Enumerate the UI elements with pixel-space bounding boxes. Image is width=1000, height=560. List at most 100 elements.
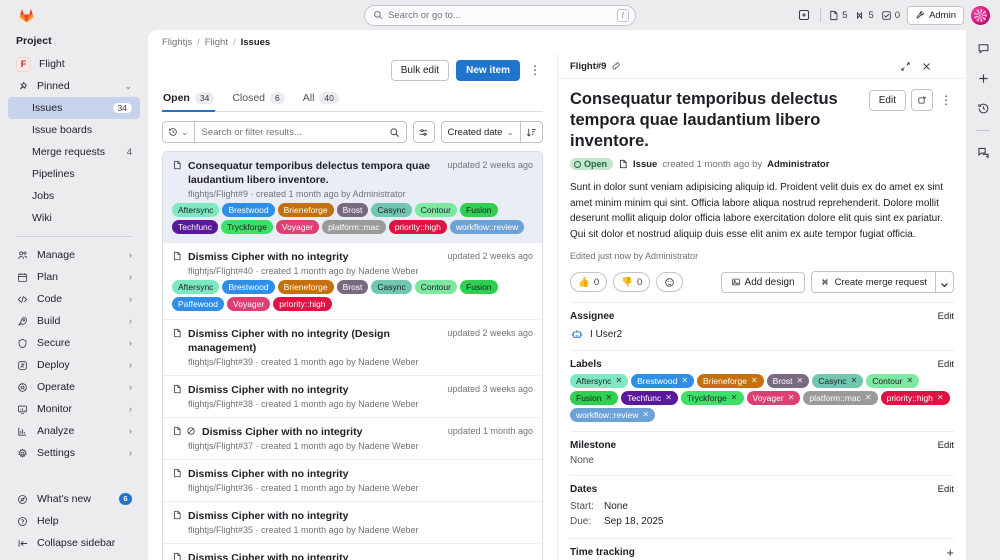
duo-chat-icon[interactable]	[975, 144, 992, 161]
tab-closed[interactable]: Closed 6	[231, 88, 285, 112]
sidebar-item-collapse[interactable]: Collapse sidebar	[8, 532, 140, 554]
sidebar-item-deploy[interactable]: Deploy ›	[8, 354, 140, 376]
link-icon[interactable]	[611, 61, 621, 71]
label-chip[interactable]: Voyager	[275, 220, 320, 234]
create-merge-request-button[interactable]: Create merge request	[812, 272, 935, 292]
remove-label-icon[interactable]: ✕	[615, 376, 623, 385]
label-chip[interactable]: Casync ✕	[812, 374, 864, 388]
label-chip[interactable]: Tryckforge	[221, 220, 273, 234]
kebab-menu-icon[interactable]: ⋮	[940, 93, 952, 107]
label-chip[interactable]: platform::mac ✕	[803, 391, 878, 405]
label-chip[interactable]: workflow::review	[449, 220, 525, 234]
label-chip[interactable]: Brestwood	[222, 280, 275, 294]
issue-list-item[interactable]: Dismiss Cipher with no integrity updated…	[163, 418, 542, 460]
label-chip[interactable]: Brost	[336, 203, 369, 217]
sidebar-item-issues[interactable]: Issues 34	[8, 97, 140, 119]
user-avatar[interactable]	[971, 5, 990, 25]
remove-label-icon[interactable]: ✕	[850, 376, 858, 385]
label-chip[interactable]: Brieneforge	[277, 280, 334, 294]
remove-label-icon[interactable]: ✕	[642, 410, 650, 419]
label-chip[interactable]: Techfunc	[172, 220, 219, 234]
create-new-icon[interactable]	[795, 6, 813, 24]
label-chip[interactable]: Casync	[371, 280, 412, 294]
label-chip[interactable]: Casync	[371, 203, 412, 217]
sidebar-item-manage[interactable]: Manage ›	[8, 244, 140, 266]
sort-direction-button[interactable]	[520, 122, 542, 142]
issue-title[interactable]: Dismiss Cipher with no integrity (Design…	[188, 328, 390, 354]
label-chip[interactable]: Fusion	[460, 280, 498, 294]
label-chip[interactable]: Contour	[414, 280, 457, 294]
thumbs-down-button[interactable]: 👎 0	[613, 272, 651, 292]
remove-label-icon[interactable]: ✕	[605, 393, 613, 402]
sidebar-item-merge-requests[interactable]: Merge requests 4	[8, 141, 140, 163]
breadcrumb-project[interactable]: Flight	[204, 36, 228, 48]
issue-list-item[interactable]: Dismiss Cipher with no integrity updated…	[163, 376, 542, 418]
issue-title[interactable]: Dismiss Cipher with no integrity	[188, 510, 349, 522]
sidebar-item-whats-new[interactable]: What's new 6	[8, 488, 140, 510]
sidebar-project-flight[interactable]: F Flight	[8, 53, 140, 75]
todos-count-item[interactable]: 0	[881, 10, 900, 21]
remove-label-icon[interactable]: ✕	[750, 376, 758, 385]
tab-open[interactable]: Open 34	[162, 88, 216, 112]
remove-label-icon[interactable]: ✕	[796, 376, 804, 385]
remove-label-icon[interactable]: ✕	[681, 376, 689, 385]
issue-list-item[interactable]: Dismiss Cipher with no integrity flightj…	[163, 544, 542, 560]
assignee-edit-button[interactable]: Edit	[937, 311, 954, 322]
sidebar-item-operate[interactable]: Operate ›	[8, 376, 140, 398]
issue-title[interactable]: Dismiss Cipher with no integrity	[188, 552, 349, 560]
sidebar-item-issue-boards[interactable]: Issue boards	[8, 119, 140, 141]
plus-icon[interactable]	[975, 70, 992, 87]
labels-edit-button[interactable]: Edit	[937, 359, 954, 370]
remove-label-icon[interactable]: ✕	[864, 393, 872, 402]
sidebar-item-help[interactable]: Help	[8, 510, 140, 532]
remove-label-icon[interactable]: ✕	[730, 393, 738, 402]
kebab-menu-icon[interactable]: ⋮	[529, 63, 541, 77]
issue-list-item[interactable]: Dismiss Cipher with no integrity updated…	[163, 243, 542, 320]
issue-list-item[interactable]: Dismiss Cipher with no integrity flightj…	[163, 502, 542, 544]
label-chip[interactable]: priority::high ✕	[880, 391, 950, 405]
dates-edit-button[interactable]: Edit	[937, 484, 954, 495]
add-reaction-button[interactable]	[656, 272, 684, 292]
issue-title[interactable]: Dismiss Cipher with no integrity	[188, 384, 349, 396]
add-design-button[interactable]: Add design	[720, 271, 805, 293]
edit-button[interactable]: Edit	[868, 89, 906, 111]
sidebar-item-monitor[interactable]: Monitor ›	[8, 398, 140, 420]
remove-label-icon[interactable]: ✕	[665, 393, 672, 402]
label-chip[interactable]: workflow::review ✕	[570, 408, 656, 422]
issues-count-item[interactable]: 5	[828, 10, 847, 21]
label-chip[interactable]: priority::high	[388, 220, 447, 234]
sidebar-item-code[interactable]: Code ›	[8, 288, 140, 310]
chevron-down-icon[interactable]: ⌄	[935, 272, 953, 292]
remove-label-icon[interactable]: ✕	[906, 376, 914, 385]
issue-title[interactable]: Dismiss Cipher with no integrity	[188, 251, 349, 263]
search-submit-icon[interactable]	[383, 127, 406, 138]
sidebar-item-analyze[interactable]: Analyze ›	[8, 420, 140, 442]
sidebar-item-wiki[interactable]: Wiki	[8, 207, 140, 229]
label-chip[interactable]: Voyager ✕	[746, 391, 801, 405]
issue-title[interactable]: Dismiss Cipher with no integrity	[188, 468, 349, 480]
sidebar-item-build[interactable]: Build ›	[8, 310, 140, 332]
issue-list-item[interactable]: Consequatur temporibus delectus tempora …	[163, 152, 542, 243]
comment-icon[interactable]	[975, 40, 992, 57]
remove-label-icon[interactable]: ✕	[936, 393, 944, 402]
breadcrumb-group[interactable]: Flightjs	[162, 36, 193, 48]
expand-icon[interactable]	[900, 61, 911, 72]
sidebar-item-jobs[interactable]: Jobs	[8, 185, 140, 207]
search-input[interactable]: Search or filter results...	[201, 126, 302, 138]
label-chip[interactable]: Contour ✕	[866, 374, 920, 388]
label-chip[interactable]: Brestwood	[222, 203, 275, 217]
milestone-edit-button[interactable]: Edit	[937, 440, 954, 451]
plus-icon[interactable]: +	[946, 544, 954, 560]
label-chip[interactable]: Aftersync	[172, 280, 220, 294]
label-chip[interactable]: Fusion	[460, 203, 498, 217]
label-chip[interactable]: Aftersync ✕	[570, 374, 629, 388]
history-icon[interactable]	[975, 100, 992, 117]
merge-requests-count-item[interactable]: 5	[854, 10, 874, 21]
label-chip[interactable]: priority::high	[273, 297, 332, 311]
gitlab-logo[interactable]	[8, 7, 44, 24]
sidebar-pinned-group[interactable]: Pinned ⌄	[8, 75, 140, 97]
label-chip[interactable]: Brieneforge ✕	[697, 374, 764, 388]
remove-label-icon[interactable]: ✕	[787, 393, 795, 402]
sidebar-item-secure[interactable]: Secure ›	[8, 332, 140, 354]
label-chip[interactable]: platform::mac	[322, 220, 386, 234]
